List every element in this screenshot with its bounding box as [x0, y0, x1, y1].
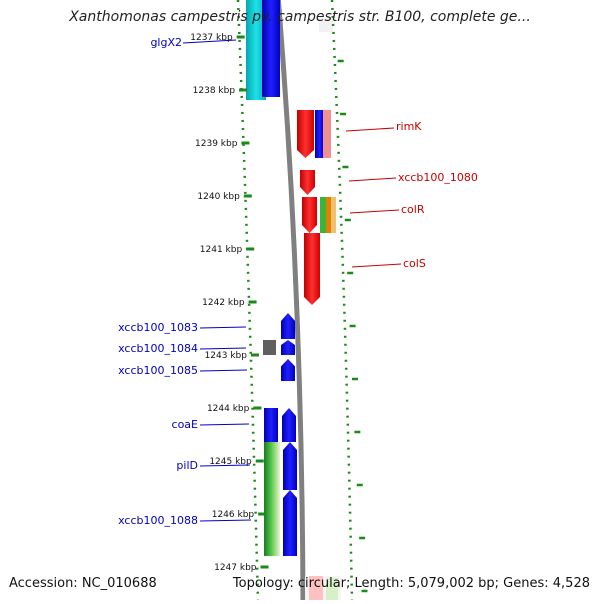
ruler-tick-label: 1241 kbp — [200, 245, 243, 255]
ruler-tick-label: 1242 kbp — [202, 298, 245, 308]
gene-label-glgX2[interactable]: glgX2 — [150, 36, 182, 49]
ruler-tick-label: 1240 kbp — [197, 192, 240, 202]
gene-xccb100_1084[interactable] — [281, 340, 295, 355]
ruler-tick-label: 1247 kbp — [214, 563, 257, 573]
gene-label-pilD[interactable]: pilD — [176, 459, 198, 472]
ruler-dotted-right — [330, 0, 354, 601]
gene-xccb100_1088[interactable] — [283, 490, 297, 556]
gene-pilD-green[interactable] — [264, 442, 280, 490]
gene-label-connector — [345, 127, 395, 132]
topology-text: Topology: circular; Length: 5,079,002 bp… — [232, 576, 590, 591]
gene-glgX2[interactable] — [262, 0, 280, 97]
ruler-tick-label: 1244 kbp — [207, 404, 250, 414]
gene-rimK-red[interactable] — [297, 110, 314, 158]
ruler-tick-label: 1243 kbp — [205, 351, 248, 361]
gene-coaE[interactable] — [264, 408, 278, 442]
gene-label-connector — [351, 263, 402, 268]
gene-label-coaE[interactable]: coaE — [172, 418, 199, 431]
gene-bottom-pink[interactable] — [309, 576, 323, 600]
sequence-title: Xanthomonas campestris pv. campestris st… — [69, 9, 531, 25]
gene-pilD[interactable] — [283, 442, 297, 490]
gene-label-xccb100_1085[interactable]: xccb100_1085 — [118, 364, 198, 377]
gene-colR-orange[interactable] — [326, 197, 331, 233]
gene-xccb100_1088-green[interactable] — [264, 490, 280, 556]
gene-xccb100_1084-grey[interactable] — [263, 340, 276, 355]
gene-colR-green[interactable] — [320, 197, 326, 233]
backbone-arc — [275, 0, 306, 604]
gene-label-connector — [182, 39, 237, 44]
gene-coaE-strand[interactable] — [282, 408, 296, 442]
gene-bottom-green[interactable] — [326, 578, 338, 600]
accession-text: Accession: NC_010688 — [9, 576, 157, 591]
gene-label-xccb100_1080[interactable]: xccb100_1080 — [398, 171, 478, 184]
gene-label-xccb100_1088[interactable]: xccb100_1088 — [118, 514, 198, 527]
gene-colR[interactable] — [302, 197, 317, 233]
gene-xccb100_1083[interactable] — [281, 313, 295, 339]
gene-colR-tan[interactable] — [331, 197, 336, 233]
gene-label-xccb100_1083[interactable]: xccb100_1083 — [118, 321, 198, 334]
gene-label-rimK[interactable]: rimK — [396, 120, 422, 133]
gene-xccb100_1080[interactable] — [300, 170, 315, 195]
ruler-tick-label: 1246 kbp — [212, 510, 255, 520]
gene-glgX2-cyan[interactable] — [246, 0, 266, 100]
gene-colS[interactable] — [304, 233, 320, 305]
gene-label-connector — [199, 347, 247, 350]
lane-band-top — [319, 18, 333, 32]
gene-label-connector — [199, 326, 247, 329]
gene-label-connector — [199, 464, 251, 467]
gene-rimK-pink[interactable] — [323, 110, 331, 158]
ruler-tick-label: 1245 kbp — [209, 457, 252, 467]
gene-rimK[interactable] — [315, 110, 324, 158]
gene-label-colS[interactable]: colS — [403, 257, 426, 270]
ruler-tick-label: 1238 kbp — [193, 86, 236, 96]
gene-label-connector — [348, 177, 397, 182]
gene-label-connector — [199, 519, 252, 522]
ruler-tick-label: 1237 kbp — [190, 33, 233, 43]
ruler-tick-label: 1239 kbp — [195, 139, 238, 149]
gene-label-connector — [199, 423, 250, 426]
gene-xccb100_1085[interactable] — [281, 359, 295, 381]
gene-label-xccb100_1084[interactable]: xccb100_1084 — [118, 342, 198, 355]
gene-label-connector — [349, 209, 400, 214]
gene-label-colR[interactable]: colR — [401, 203, 425, 216]
gene-label-connector — [199, 369, 248, 372]
